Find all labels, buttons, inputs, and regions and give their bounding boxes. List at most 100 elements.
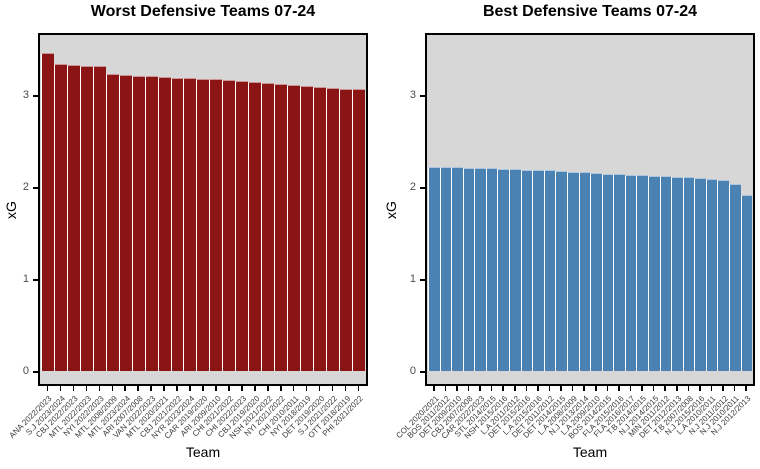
x-tick <box>318 386 321 391</box>
y-tick-label: 1 <box>409 273 416 285</box>
bar-mtl-2020-2021 <box>157 77 171 371</box>
x-tick <box>280 386 282 391</box>
x-tick <box>571 386 574 391</box>
bar-l-a-2011-2012 <box>509 169 521 371</box>
y-tick <box>33 279 38 281</box>
bar-det-2014-2015 <box>555 171 567 371</box>
bar-det-2019-2020 <box>313 87 326 371</box>
x-tick <box>664 386 666 391</box>
x-tick <box>189 386 191 391</box>
bar-chi-2010-2011 <box>287 85 301 371</box>
bar-min-2011-2012 <box>659 176 672 371</box>
x-tick <box>46 386 49 391</box>
bars-container <box>428 35 753 371</box>
plot-panel <box>38 33 368 386</box>
bar-stl-2014-2015 <box>485 168 498 371</box>
y-tick-label: 3 <box>409 89 416 101</box>
bar-nyi-2022-2023 <box>92 66 106 371</box>
x-tick <box>606 386 609 391</box>
plot-panel <box>425 33 755 386</box>
x-tick <box>479 386 481 391</box>
x-tick <box>150 386 152 391</box>
chart-title: Best Defensive Teams 07-24 <box>482 3 698 20</box>
bar-n-j-2014-2015 <box>647 176 660 371</box>
x-tick <box>254 386 256 391</box>
x-tick <box>124 386 126 391</box>
bar-bos-2014-2015 <box>601 174 614 371</box>
bar-nsh-2021-2022 <box>261 83 275 371</box>
y-tick <box>420 95 425 97</box>
bar-cbj-2022-2023 <box>66 65 80 371</box>
x-tick <box>710 386 713 391</box>
bar-fla-2015-2016 <box>613 174 625 371</box>
x-axis-title: Team <box>185 444 221 460</box>
bars-container <box>41 35 365 371</box>
bar-s-j-2021-2022 <box>325 88 339 371</box>
y-tick-label: 2 <box>409 181 416 193</box>
x-tick <box>525 386 528 391</box>
bar-n-j-2011-2012 <box>717 180 730 371</box>
bar-l-a-2015-2016 <box>532 170 544 371</box>
x-tick <box>537 386 539 391</box>
x-tick <box>228 386 230 391</box>
bar-ari-2009-2010 <box>209 79 223 371</box>
bar-col-2020-2021 <box>428 167 440 371</box>
bar-car-2019-2020 <box>196 79 210 371</box>
bar-cbj-2019-2020 <box>248 82 262 371</box>
x-tick <box>137 386 139 391</box>
x-tick <box>98 386 101 391</box>
x-tick <box>687 386 690 391</box>
bar-nyr-2023-2024 <box>183 78 197 371</box>
x-tick <box>595 386 597 391</box>
bar-chi-2021-2022 <box>222 80 236 371</box>
bar-ott-2018-2019 <box>338 89 352 371</box>
x-tick <box>433 386 435 391</box>
bar-cbj-2021-2022 <box>170 78 184 371</box>
bar-n-j-2010-2011 <box>729 184 741 371</box>
bar-nyi-2021-2022 <box>274 84 288 371</box>
x-tick <box>305 386 308 391</box>
bar-mtl-2008-2009 <box>105 74 119 371</box>
bar-l-a-2008-2009 <box>566 172 579 371</box>
bar-chi-2022-2023 <box>235 81 249 371</box>
bar-det-2009-2010 <box>451 167 463 371</box>
y-tick <box>420 371 425 373</box>
bar-car-2022-2023 <box>474 168 486 371</box>
x-tick <box>502 386 504 391</box>
bar-fla-2016-2017 <box>624 175 637 371</box>
y-axis-title: xG <box>2 201 19 219</box>
x-tick <box>548 386 551 391</box>
x-tick <box>444 386 447 391</box>
bar-n-j-2013-2014 <box>578 172 591 371</box>
x-tick <box>490 386 493 391</box>
x-tick <box>163 386 165 391</box>
bar-det-2012-2013 <box>671 177 683 371</box>
x-tick <box>215 386 217 391</box>
y-tick-label: 1 <box>22 273 29 285</box>
y-tick <box>420 187 425 189</box>
bar-nsh-2015-2016 <box>497 169 510 371</box>
x-tick <box>176 386 178 391</box>
bar-mtl-2023-2024 <box>118 75 132 371</box>
x-tick <box>629 386 632 391</box>
x-tick <box>72 386 75 391</box>
bar-ari-2007-2008 <box>131 76 145 371</box>
x-tick <box>652 386 655 391</box>
bar-n-j-2012-2013 <box>740 195 753 371</box>
x-tick <box>267 386 269 391</box>
x-tick <box>467 386 470 391</box>
bar-t-b-2007-2008 <box>682 177 695 371</box>
x-tick <box>722 386 724 391</box>
x-tick <box>202 386 204 391</box>
bar-bos-2011-2012 <box>439 167 452 371</box>
bar-l-a-2010-2011 <box>705 179 718 371</box>
x-tick <box>618 386 620 391</box>
x-tick <box>676 386 678 391</box>
chart-title: Worst Defensive Teams 07-24 <box>90 3 316 20</box>
x-tick <box>733 386 736 391</box>
x-tick <box>292 386 295 391</box>
x-tick <box>59 386 62 391</box>
y-tick <box>33 371 38 373</box>
